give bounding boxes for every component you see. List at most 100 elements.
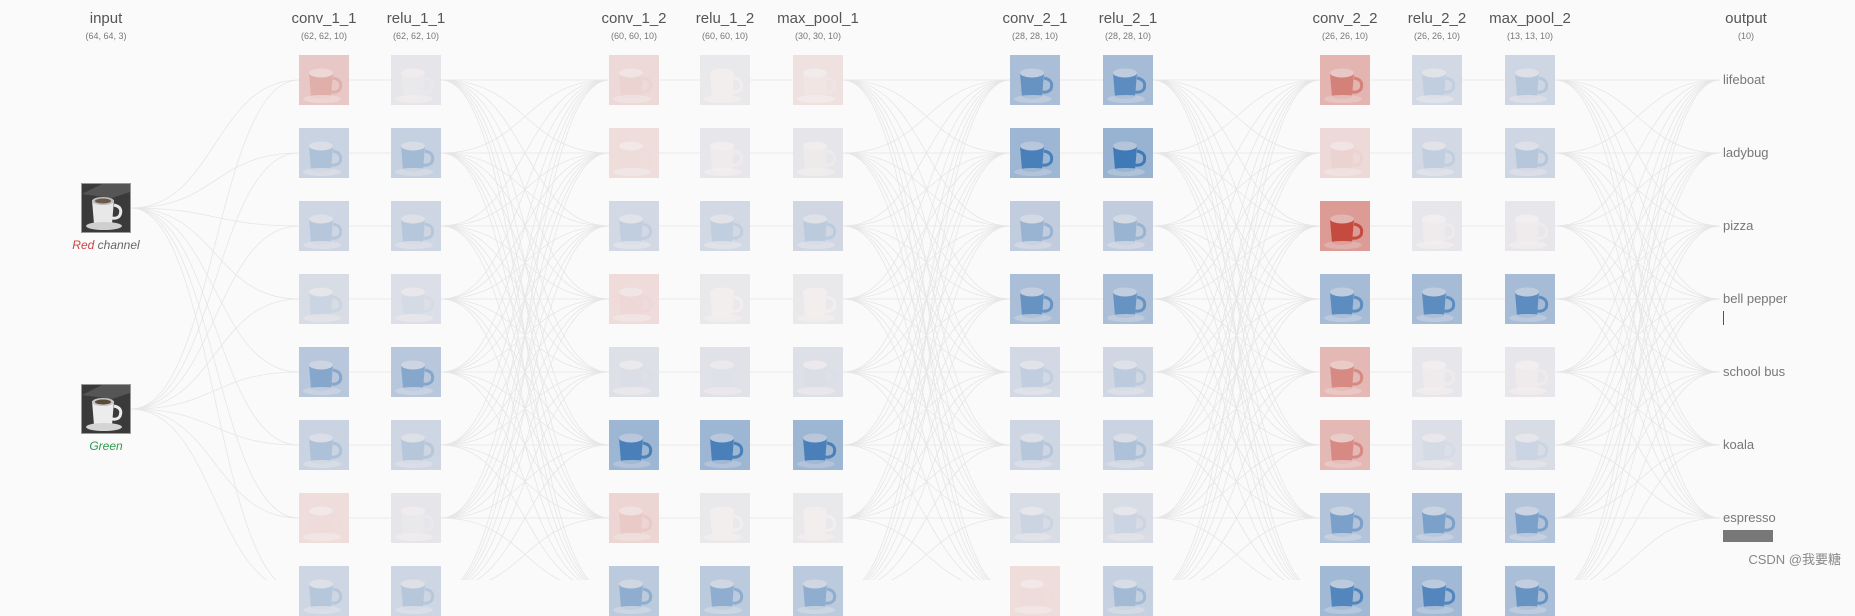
feature-map[interactable] bbox=[609, 347, 659, 397]
feature-map[interactable] bbox=[299, 274, 349, 324]
feature-map[interactable] bbox=[1320, 274, 1370, 324]
feature-map[interactable] bbox=[1505, 128, 1555, 178]
feature-map[interactable] bbox=[793, 566, 843, 616]
output-class-label[interactable]: school bus bbox=[1723, 364, 1786, 379]
feature-map[interactable] bbox=[1320, 347, 1370, 397]
feature-map[interactable] bbox=[1103, 493, 1153, 543]
feature-map[interactable] bbox=[391, 347, 441, 397]
edge-line bbox=[130, 207, 277, 580]
feature-map[interactable] bbox=[391, 201, 441, 251]
feature-map[interactable] bbox=[1505, 493, 1555, 543]
feature-map[interactable] bbox=[299, 128, 349, 178]
feature-map[interactable] bbox=[1010, 274, 1060, 324]
feature-map[interactable] bbox=[609, 493, 659, 543]
feature-map[interactable] bbox=[391, 274, 441, 324]
feature-map[interactable] bbox=[1010, 55, 1060, 105]
feature-map[interactable] bbox=[1412, 274, 1462, 324]
feature-map[interactable] bbox=[299, 201, 349, 251]
feature-map[interactable] bbox=[391, 566, 441, 616]
output-class-label[interactable]: ladybug bbox=[1723, 145, 1769, 160]
feature-map[interactable] bbox=[299, 347, 349, 397]
output-class-label[interactable]: lifeboat bbox=[1723, 72, 1765, 87]
output-class-label[interactable]: bell pepper bbox=[1723, 291, 1788, 306]
feature-map[interactable] bbox=[609, 201, 659, 251]
feature-map[interactable] bbox=[1103, 55, 1153, 105]
feature-map[interactable] bbox=[1505, 274, 1555, 324]
feature-map[interactable] bbox=[700, 274, 750, 324]
feature-map[interactable] bbox=[700, 347, 750, 397]
feature-map[interactable] bbox=[609, 55, 659, 105]
feature-map[interactable] bbox=[1010, 420, 1060, 470]
feature-map[interactable] bbox=[793, 420, 843, 470]
feature-map[interactable] bbox=[1412, 566, 1462, 616]
feature-map[interactable] bbox=[299, 493, 349, 543]
feature-map[interactable] bbox=[1103, 566, 1153, 616]
feature-map[interactable] bbox=[793, 274, 843, 324]
edge-line bbox=[130, 408, 268, 580]
feature-map[interactable] bbox=[700, 128, 750, 178]
feature-map[interactable] bbox=[609, 128, 659, 178]
feature-map[interactable] bbox=[1010, 566, 1060, 616]
feature-map[interactable] bbox=[1505, 566, 1555, 616]
feature-map[interactable] bbox=[1412, 201, 1462, 251]
feature-map[interactable] bbox=[609, 420, 659, 470]
feature-map[interactable] bbox=[1505, 55, 1555, 105]
feature-map[interactable] bbox=[1412, 128, 1462, 178]
feature-map-image bbox=[609, 347, 659, 397]
feature-map[interactable] bbox=[1320, 493, 1370, 543]
layer-title: input bbox=[89, 10, 123, 27]
feature-map[interactable] bbox=[1010, 493, 1060, 543]
feature-map[interactable] bbox=[391, 493, 441, 543]
feature-map[interactable] bbox=[1010, 347, 1060, 397]
output-class-label[interactable]: koala bbox=[1723, 437, 1755, 452]
feature-map[interactable] bbox=[1320, 420, 1370, 470]
feature-map[interactable] bbox=[700, 566, 750, 616]
feature-map[interactable] bbox=[1505, 201, 1555, 251]
cup-icon bbox=[82, 184, 130, 232]
output-class-label[interactable]: pizza bbox=[1723, 218, 1754, 233]
output-class-label[interactable]: espresso bbox=[1723, 510, 1776, 525]
feature-map[interactable] bbox=[1505, 420, 1555, 470]
feature-map[interactable] bbox=[391, 55, 441, 105]
feature-map[interactable] bbox=[1103, 201, 1153, 251]
edge-line bbox=[460, 79, 610, 580]
feature-map[interactable] bbox=[1412, 420, 1462, 470]
layer-shape: (28, 28, 10) bbox=[1104, 31, 1152, 41]
input-node-green[interactable] bbox=[81, 384, 131, 434]
input-node-red[interactable] bbox=[81, 183, 131, 233]
feature-map[interactable] bbox=[1320, 566, 1370, 616]
feature-map[interactable] bbox=[793, 493, 843, 543]
layer-header-relu-1-1: relu_1_1 (62, 62, 10) bbox=[346, 10, 486, 42]
feature-map[interactable] bbox=[1103, 420, 1153, 470]
feature-map[interactable] bbox=[299, 566, 349, 616]
feature-map[interactable] bbox=[793, 347, 843, 397]
feature-map[interactable] bbox=[391, 128, 441, 178]
feature-map[interactable] bbox=[609, 566, 659, 616]
feature-map[interactable] bbox=[1320, 201, 1370, 251]
feature-map[interactable] bbox=[1320, 128, 1370, 178]
edge-line bbox=[842, 79, 1011, 519]
feature-map[interactable] bbox=[1103, 128, 1153, 178]
feature-map[interactable] bbox=[700, 420, 750, 470]
feature-map[interactable] bbox=[299, 55, 349, 105]
feature-map[interactable] bbox=[700, 55, 750, 105]
feature-map[interactable] bbox=[1505, 347, 1555, 397]
edge-lines bbox=[130, 79, 1721, 580]
edge-line bbox=[488, 517, 610, 580]
feature-map[interactable] bbox=[1412, 493, 1462, 543]
feature-map[interactable] bbox=[299, 420, 349, 470]
feature-map[interactable] bbox=[609, 274, 659, 324]
feature-map[interactable] bbox=[700, 493, 750, 543]
feature-map[interactable] bbox=[1320, 55, 1370, 105]
feature-map[interactable] bbox=[1103, 274, 1153, 324]
feature-map[interactable] bbox=[1412, 55, 1462, 105]
feature-map[interactable] bbox=[793, 128, 843, 178]
feature-map[interactable] bbox=[1010, 201, 1060, 251]
feature-map[interactable] bbox=[1010, 128, 1060, 178]
feature-map[interactable] bbox=[700, 201, 750, 251]
feature-map[interactable] bbox=[793, 55, 843, 105]
feature-map[interactable] bbox=[793, 201, 843, 251]
feature-map[interactable] bbox=[391, 420, 441, 470]
feature-map[interactable] bbox=[1412, 347, 1462, 397]
feature-map[interactable] bbox=[1103, 347, 1153, 397]
